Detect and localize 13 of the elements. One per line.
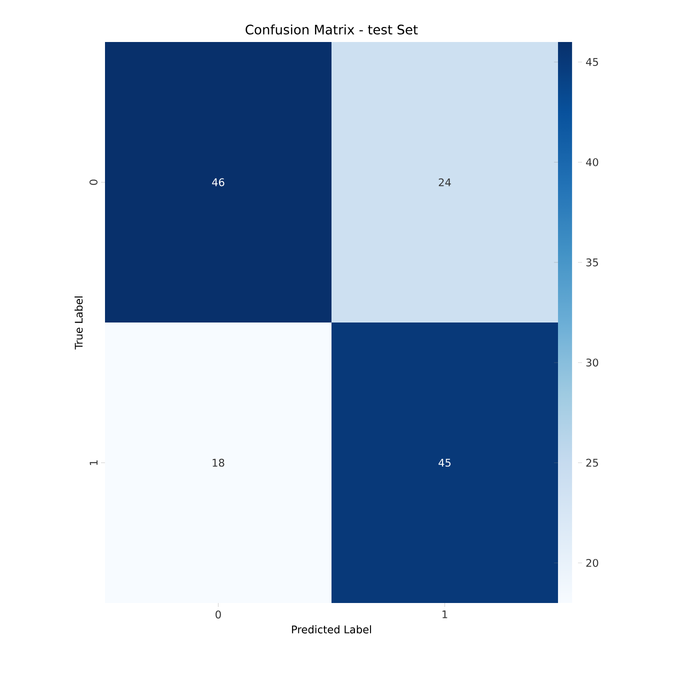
- color-bar-label: 30: [586, 358, 598, 367]
- x-axis-title: Predicted Label: [292, 625, 371, 634]
- color-bar-label: 40: [586, 158, 598, 166]
- color-bar-label: 20: [586, 558, 598, 567]
- data-label: 46: [212, 178, 224, 186]
- color-bar-label: 35: [586, 258, 598, 266]
- chart-title: Confusion Matrix - test Set: [246, 24, 418, 35]
- data-label: 45: [438, 458, 451, 467]
- data-label: 24: [438, 178, 451, 186]
- color-bar-label: 45: [586, 58, 598, 66]
- data-label: 18: [212, 458, 224, 467]
- color-bar-label: 25: [586, 458, 598, 467]
- y-axis-title: True Label: [74, 296, 83, 350]
